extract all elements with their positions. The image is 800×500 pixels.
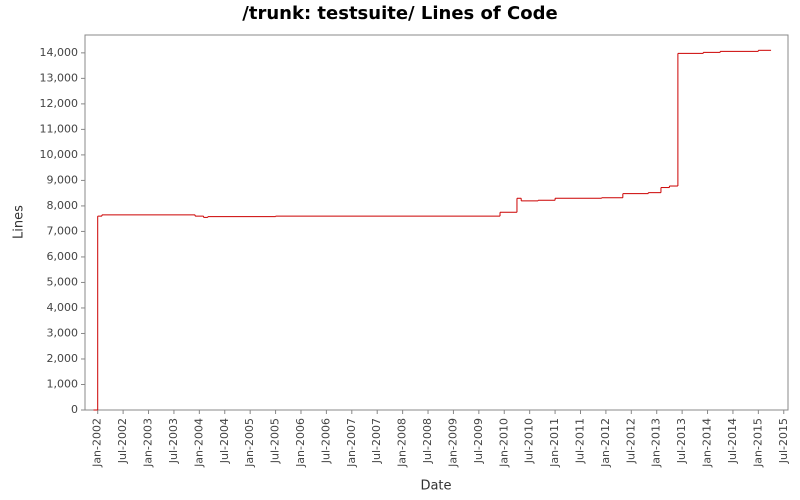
x-tick-label: Jul-2012 [624, 418, 637, 464]
x-tick-label: Jul-2002 [116, 418, 129, 464]
y-tick-label: 0 [71, 403, 78, 416]
y-tick-label: 12,000 [40, 97, 79, 110]
y-tick-label: 6,000 [47, 250, 79, 263]
x-tick-label: Jul-2013 [675, 418, 688, 464]
x-tick-label: Jul-2011 [573, 418, 586, 464]
x-tick-label: Jul-2004 [218, 418, 231, 464]
x-tick-label: Jan-2010 [497, 418, 510, 468]
x-tick-label: Jul-2008 [421, 418, 434, 464]
x-tick-label: Jan-2015 [751, 418, 764, 468]
x-tick-label: Jan-2011 [548, 418, 561, 468]
y-tick-label: 11,000 [40, 122, 79, 135]
chart-title: /trunk: testsuite/ Lines of Code [242, 3, 557, 24]
y-tick-label: 14,000 [40, 46, 79, 59]
x-tick-label: Jan-2012 [599, 418, 612, 468]
plot-area [84, 34, 789, 411]
x-tick-label: Jan-2003 [142, 418, 155, 468]
y-tick-label: 3,000 [47, 326, 79, 339]
x-tick-label: Jan-2014 [701, 418, 714, 468]
y-tick-label: 4,000 [47, 301, 79, 314]
x-tick-label: Jan-2009 [446, 418, 459, 468]
x-tick-label: Jul-2003 [167, 418, 180, 464]
x-tick-label: Jan-2006 [294, 418, 307, 468]
x-axis-label: Date [420, 479, 451, 494]
x-tick-label: Jan-2008 [396, 418, 409, 468]
x-tick-label: Jan-2002 [91, 418, 104, 468]
y-axis-label: Lines [12, 205, 27, 239]
x-tick-label: Jul-2015 [777, 418, 790, 464]
x-tick-label: Jul-2006 [319, 418, 332, 464]
x-tick-label: Jul-2010 [523, 418, 536, 464]
x-tick-label: Jan-2013 [650, 418, 663, 468]
x-tick-label: Jan-2004 [192, 418, 205, 468]
x-tick-label: Jul-2009 [472, 418, 485, 464]
y-tick-label: 8,000 [47, 199, 79, 212]
x-tick-label: Jan-2007 [345, 418, 358, 468]
x-tick-label: Jan-2005 [243, 418, 256, 468]
x-tick-label: Jul-2007 [370, 418, 383, 464]
x-tick-label: Jul-2005 [269, 418, 282, 464]
y-tick-label: 10,000 [40, 148, 79, 161]
y-tick-label: 1,000 [47, 377, 79, 390]
y-tick-label: 2,000 [47, 352, 79, 365]
x-tick-label: Jul-2014 [726, 418, 739, 464]
y-tick-label: 7,000 [47, 224, 79, 237]
y-tick-label: 13,000 [40, 71, 79, 84]
y-tick-label: 9,000 [47, 173, 79, 186]
y-tick-label: 5,000 [47, 275, 79, 288]
